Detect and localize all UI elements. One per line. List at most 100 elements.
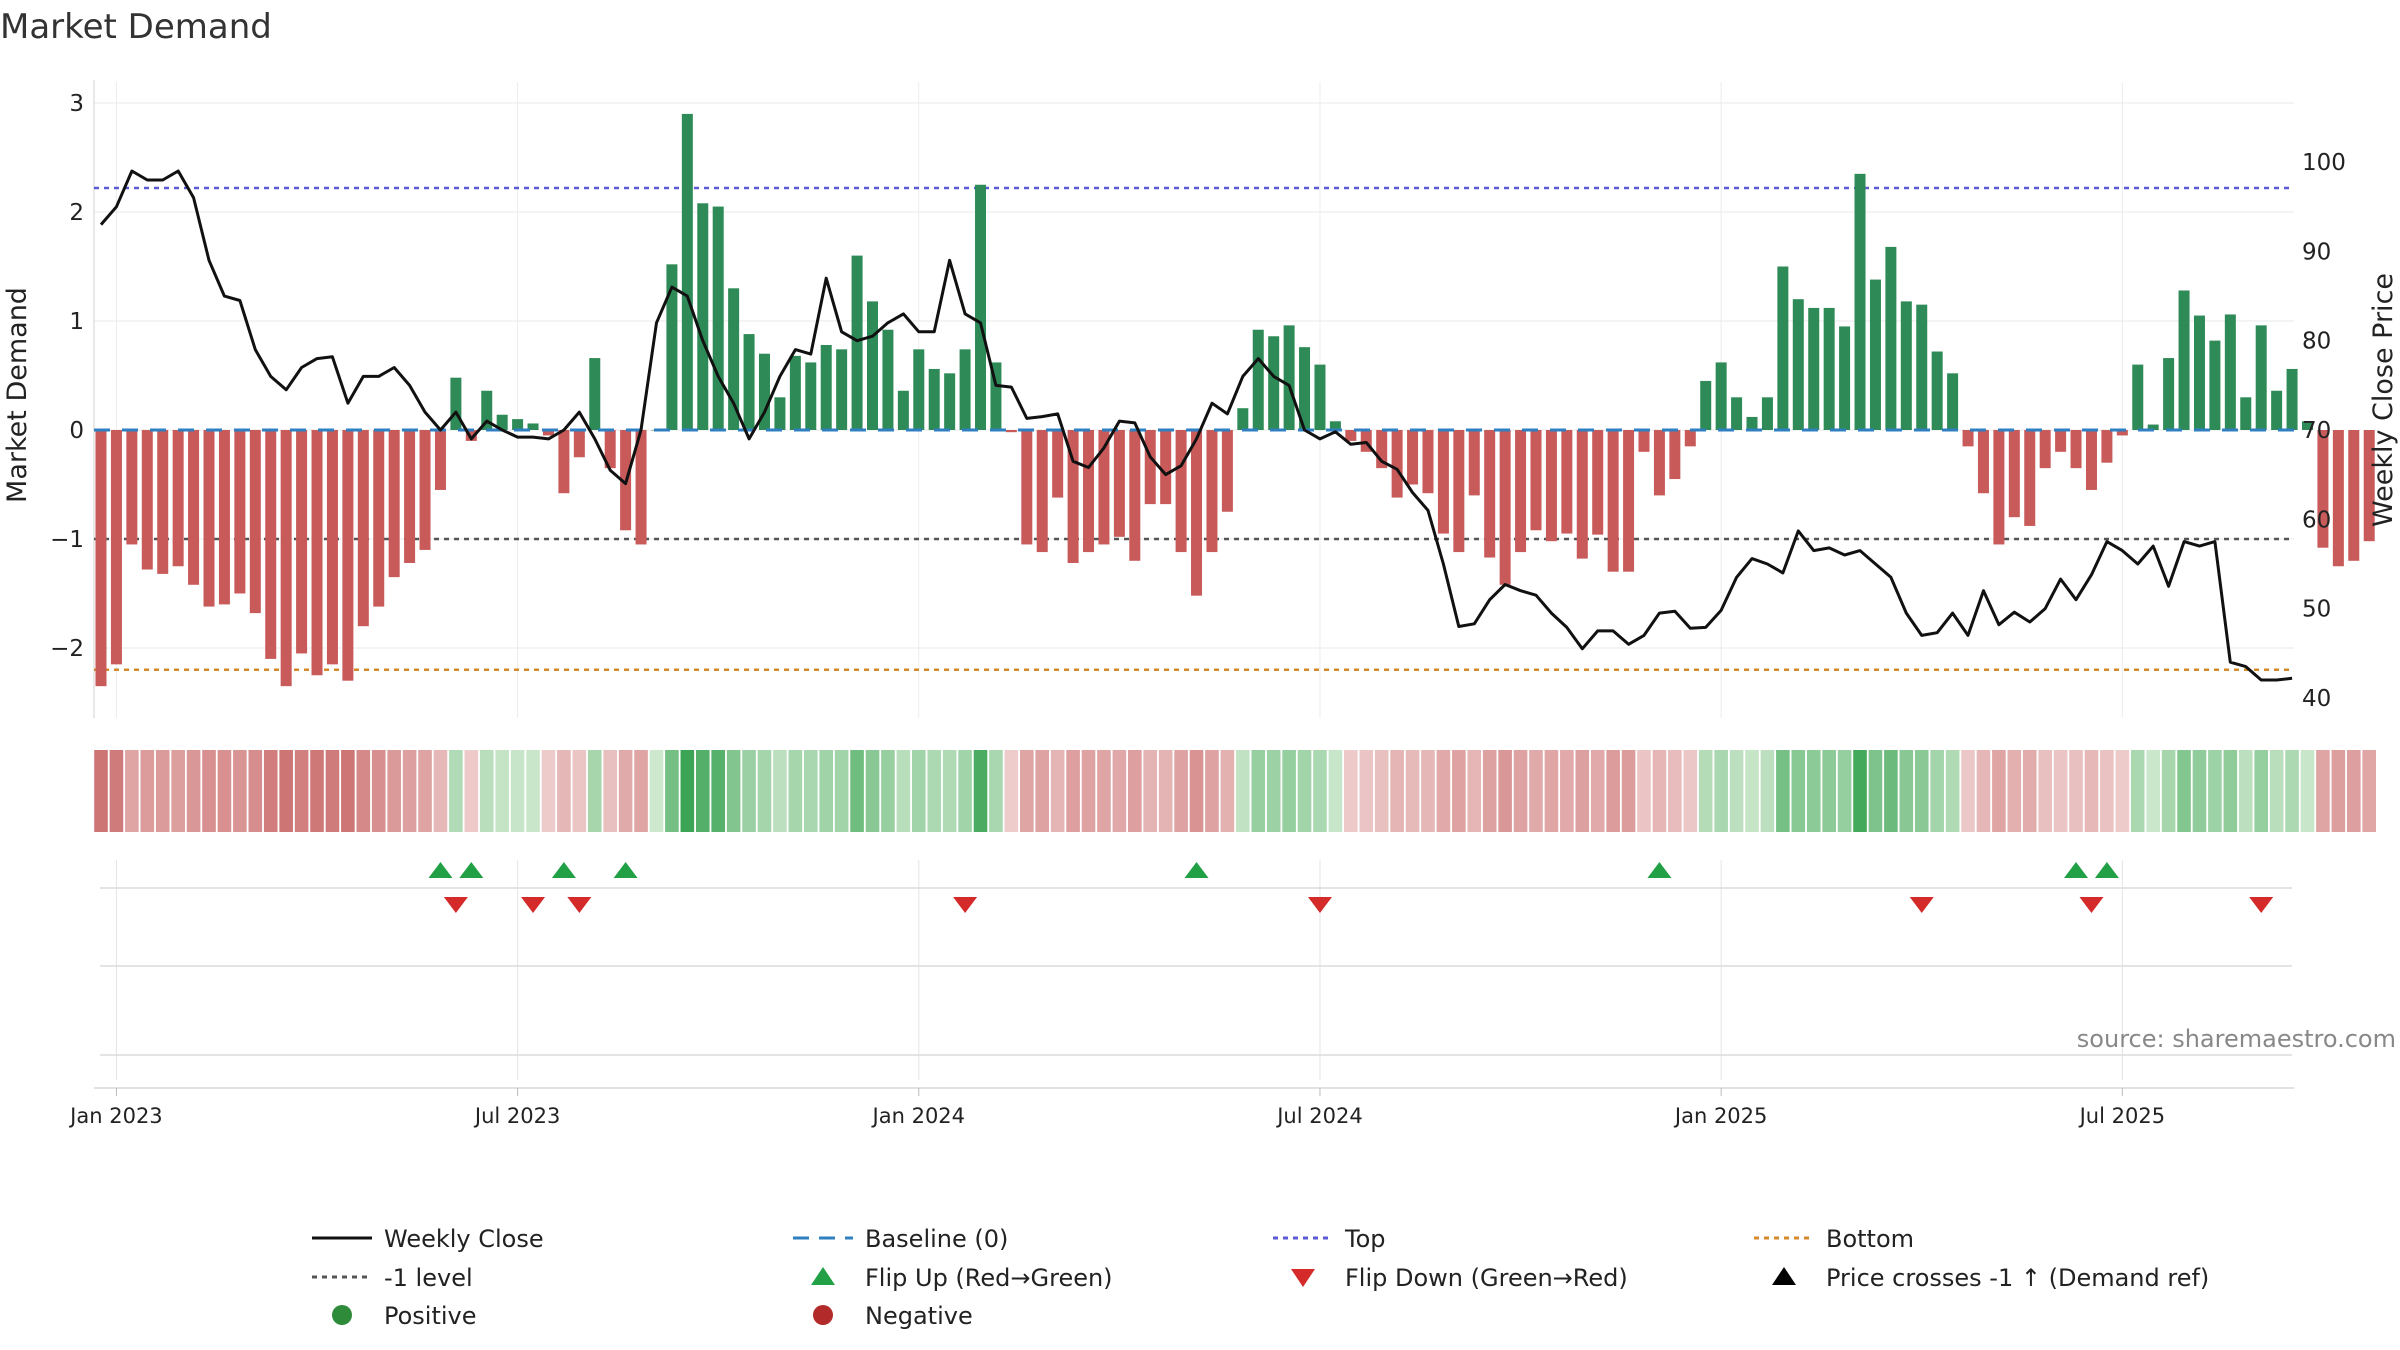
demand-bar bbox=[311, 430, 323, 676]
demand-bar bbox=[2209, 340, 2221, 430]
x-tick-label: Jan 2024 bbox=[871, 1104, 966, 1128]
heat-cell bbox=[1282, 750, 1296, 832]
demand-bar bbox=[1746, 416, 1758, 430]
demand-bar bbox=[234, 430, 246, 594]
left-tick-label: −2 bbox=[50, 636, 84, 662]
demand-bar bbox=[1669, 430, 1681, 480]
demand-bar bbox=[1761, 397, 1773, 430]
demand-bar bbox=[1561, 430, 1573, 534]
flip-down-marker bbox=[1307, 897, 1332, 913]
right-tick-label: 40 bbox=[2302, 686, 2331, 712]
right-tick-label: 100 bbox=[2302, 150, 2346, 176]
demand-bar bbox=[1900, 301, 1912, 430]
chart-title: Market Demand bbox=[0, 7, 272, 47]
demand-bar bbox=[1252, 329, 1264, 430]
heat-cell bbox=[2100, 750, 2114, 832]
demand-bar bbox=[573, 430, 585, 458]
heat-cell bbox=[1236, 750, 1250, 832]
demand-bar bbox=[373, 430, 385, 607]
demand-bar bbox=[1854, 173, 1866, 430]
legend-label: Price crosses -1 ↑ (Demand ref) bbox=[1826, 1264, 2209, 1292]
heat-cell bbox=[1050, 750, 1065, 832]
heat-cell bbox=[695, 750, 710, 832]
legend-swatch bbox=[813, 1305, 833, 1325]
demand-bar bbox=[1993, 430, 2005, 545]
heat-cell bbox=[387, 750, 401, 832]
demand-bar bbox=[975, 184, 987, 430]
demand-bar bbox=[2178, 290, 2190, 430]
legend-item-positive: Positive bbox=[332, 1302, 477, 1330]
heat-cell bbox=[942, 750, 957, 832]
demand-bar bbox=[2240, 397, 2252, 430]
heat-cell bbox=[1020, 750, 1034, 832]
demand-bar bbox=[527, 423, 539, 430]
heat-cell bbox=[325, 750, 340, 832]
demand-bar bbox=[1206, 430, 1218, 553]
legend-label: Top bbox=[1344, 1225, 1386, 1253]
heat-cell bbox=[1066, 750, 1080, 832]
heat-cell bbox=[1760, 750, 1775, 832]
legend-item-bottom: Bottom bbox=[1754, 1225, 1914, 1253]
heat-cell bbox=[989, 750, 1003, 832]
demand-bar bbox=[1977, 430, 1989, 494]
demand-bar bbox=[1221, 430, 1233, 512]
heat-cell bbox=[2331, 750, 2346, 832]
x-tick-label: Jul 2024 bbox=[1275, 1104, 1362, 1128]
demand-bar bbox=[2101, 430, 2113, 463]
heat-cell bbox=[2346, 750, 2361, 832]
heat-cell bbox=[418, 750, 432, 832]
demand-bar bbox=[2024, 430, 2036, 526]
right-tick-label: 70 bbox=[2302, 418, 2331, 444]
heat-cell bbox=[1899, 750, 1914, 832]
heat-cell bbox=[896, 750, 911, 832]
demand-bar bbox=[157, 430, 169, 574]
demand-bar bbox=[496, 414, 508, 430]
x-tick-label: Jan 2025 bbox=[1673, 1104, 1768, 1128]
demand-bar bbox=[1067, 430, 1079, 563]
heat-cell bbox=[2208, 750, 2222, 832]
demand-bar bbox=[1005, 430, 1017, 433]
demand-bar bbox=[2301, 421, 2313, 430]
heat-cell bbox=[1158, 750, 1173, 832]
demand-bar bbox=[2055, 430, 2067, 452]
heat-cell bbox=[1266, 750, 1281, 832]
heat-cell bbox=[1884, 750, 1898, 832]
heat-cell bbox=[1498, 750, 1512, 832]
demand-bar bbox=[1237, 408, 1249, 430]
demand-bar bbox=[897, 390, 909, 430]
flip-down-marker bbox=[2249, 897, 2274, 913]
heat-cell bbox=[109, 750, 124, 832]
heat-cell bbox=[1976, 750, 1991, 832]
heat-cell bbox=[1452, 750, 1466, 832]
demand-bar bbox=[1731, 397, 1743, 430]
legend-label: Flip Up (Red→Green) bbox=[865, 1264, 1113, 1292]
demand-bar bbox=[1268, 336, 1280, 430]
demand-bar bbox=[758, 353, 770, 430]
heat-cell bbox=[94, 750, 108, 832]
heat-cell bbox=[2130, 750, 2145, 832]
heat-cell bbox=[464, 750, 479, 832]
heat-cell bbox=[2316, 750, 2330, 832]
right-tick-label: 90 bbox=[2302, 239, 2331, 265]
heat-cell bbox=[2285, 750, 2299, 832]
heat-cell bbox=[1806, 750, 1821, 832]
flip-up-marker bbox=[2094, 862, 2119, 878]
heat-cell bbox=[1544, 750, 1559, 832]
demand-bar bbox=[1113, 430, 1125, 537]
demand-bar bbox=[1314, 364, 1326, 430]
heat-cell bbox=[433, 750, 448, 832]
demand-bar bbox=[820, 344, 832, 430]
heat-cell bbox=[1729, 750, 1744, 832]
x-tick-label: Jul 2023 bbox=[473, 1104, 560, 1128]
demand-bar bbox=[774, 397, 786, 430]
right-tick-label: 80 bbox=[2302, 329, 2331, 355]
demand-bar bbox=[2039, 430, 2051, 469]
heat-cell bbox=[125, 750, 139, 832]
heat-cell bbox=[2362, 750, 2377, 832]
demand-bar bbox=[944, 373, 956, 430]
heat-cell bbox=[510, 750, 525, 832]
demand-bar bbox=[789, 355, 801, 430]
demand-bar bbox=[1299, 347, 1311, 430]
demand-bar bbox=[1885, 246, 1897, 430]
